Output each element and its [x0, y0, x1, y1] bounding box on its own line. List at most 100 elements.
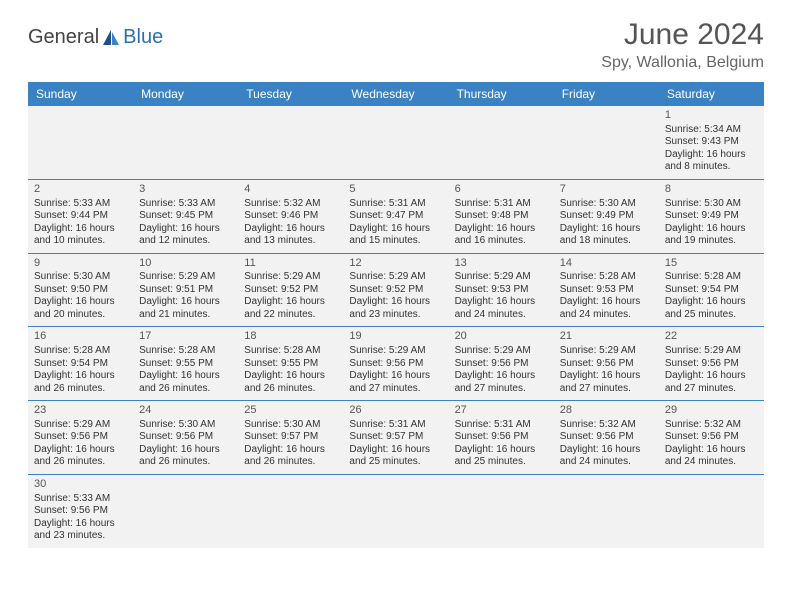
- daylight-line: Daylight: 16 hours: [665, 444, 758, 457]
- calendar-day: 11Sunrise: 5:29 AMSunset: 9:52 PMDayligh…: [238, 254, 343, 327]
- sunset-line: Sunset: 9:52 PM: [349, 284, 442, 297]
- sunrise-line: Sunrise: 5:30 AM: [560, 198, 653, 211]
- day-number: 23: [34, 404, 127, 418]
- calendar-day: 9Sunrise: 5:30 AMSunset: 9:50 PMDaylight…: [28, 254, 133, 327]
- weekday-header: Sunday Monday Tuesday Wednesday Thursday…: [28, 82, 764, 106]
- sunset-line: Sunset: 9:56 PM: [34, 505, 127, 518]
- daylight-line: Daylight: 16 hours: [139, 296, 232, 309]
- sail-icon: [101, 28, 121, 48]
- sunset-line: Sunset: 9:51 PM: [139, 284, 232, 297]
- weeks-container: 1Sunrise: 5:34 AMSunset: 9:43 PMDaylight…: [28, 106, 764, 548]
- calendar-week: 9Sunrise: 5:30 AMSunset: 9:50 PMDaylight…: [28, 254, 764, 328]
- day-number: 14: [560, 257, 653, 271]
- page-header: General Blue June 2024 Spy, Wallonia, Be…: [28, 18, 764, 72]
- day-number: 3: [139, 183, 232, 197]
- calendar-day-empty: [659, 475, 764, 548]
- calendar-day: 24Sunrise: 5:30 AMSunset: 9:56 PMDayligh…: [133, 401, 238, 474]
- sunrise-line: Sunrise: 5:33 AM: [139, 198, 232, 211]
- calendar-day: 30Sunrise: 5:33 AMSunset: 9:56 PMDayligh…: [28, 475, 133, 548]
- calendar-day: 29Sunrise: 5:32 AMSunset: 9:56 PMDayligh…: [659, 401, 764, 474]
- location-label: Spy, Wallonia, Belgium: [601, 54, 764, 72]
- calendar-day: 22Sunrise: 5:29 AMSunset: 9:56 PMDayligh…: [659, 327, 764, 400]
- daylight-line: Daylight: 16 hours: [349, 296, 442, 309]
- daylight-line: Daylight: 16 hours: [560, 223, 653, 236]
- daylight-line: Daylight: 16 hours: [455, 223, 548, 236]
- weekday-label: Wednesday: [343, 82, 448, 106]
- sunset-line: Sunset: 9:49 PM: [560, 210, 653, 223]
- sunset-line: Sunset: 9:45 PM: [139, 210, 232, 223]
- calendar-day: 28Sunrise: 5:32 AMSunset: 9:56 PMDayligh…: [554, 401, 659, 474]
- daylight-line: Daylight: 16 hours: [34, 444, 127, 457]
- sunrise-line: Sunrise: 5:32 AM: [665, 419, 758, 432]
- calendar-day-empty: [449, 106, 554, 179]
- sunset-line: Sunset: 9:56 PM: [349, 358, 442, 371]
- sunset-line: Sunset: 9:56 PM: [560, 431, 653, 444]
- calendar-day: 20Sunrise: 5:29 AMSunset: 9:56 PMDayligh…: [449, 327, 554, 400]
- calendar-day-empty: [554, 475, 659, 548]
- calendar-day-empty: [28, 106, 133, 179]
- day-number: 25: [244, 404, 337, 418]
- day-number: 18: [244, 330, 337, 344]
- daylight-line: and 27 minutes.: [665, 383, 758, 396]
- daylight-line: Daylight: 16 hours: [349, 444, 442, 457]
- calendar-day-empty: [449, 475, 554, 548]
- daylight-line: Daylight: 16 hours: [665, 149, 758, 162]
- day-number: 20: [455, 330, 548, 344]
- daylight-line: Daylight: 16 hours: [34, 296, 127, 309]
- calendar-day: 4Sunrise: 5:32 AMSunset: 9:46 PMDaylight…: [238, 180, 343, 253]
- day-number: 9: [34, 257, 127, 271]
- daylight-line: Daylight: 16 hours: [139, 444, 232, 457]
- sunrise-line: Sunrise: 5:33 AM: [34, 198, 127, 211]
- sunrise-line: Sunrise: 5:29 AM: [665, 345, 758, 358]
- day-number: 17: [139, 330, 232, 344]
- calendar-day: 5Sunrise: 5:31 AMSunset: 9:47 PMDaylight…: [343, 180, 448, 253]
- daylight-line: Daylight: 16 hours: [665, 296, 758, 309]
- calendar-day: 15Sunrise: 5:28 AMSunset: 9:54 PMDayligh…: [659, 254, 764, 327]
- calendar-day-empty: [133, 475, 238, 548]
- day-number: 4: [244, 183, 337, 197]
- weekday-label: Tuesday: [238, 82, 343, 106]
- day-number: 6: [455, 183, 548, 197]
- sunrise-line: Sunrise: 5:29 AM: [455, 271, 548, 284]
- daylight-line: and 27 minutes.: [349, 383, 442, 396]
- sunset-line: Sunset: 9:47 PM: [349, 210, 442, 223]
- sunset-line: Sunset: 9:52 PM: [244, 284, 337, 297]
- sunrise-line: Sunrise: 5:34 AM: [665, 124, 758, 137]
- daylight-line: and 23 minutes.: [34, 530, 127, 543]
- weekday-label: Sunday: [28, 82, 133, 106]
- sunrise-line: Sunrise: 5:30 AM: [34, 271, 127, 284]
- daylight-line: Daylight: 16 hours: [34, 223, 127, 236]
- calendar-week: 23Sunrise: 5:29 AMSunset: 9:56 PMDayligh…: [28, 401, 764, 475]
- daylight-line: Daylight: 16 hours: [139, 223, 232, 236]
- calendar-day: 6Sunrise: 5:31 AMSunset: 9:48 PMDaylight…: [449, 180, 554, 253]
- sunset-line: Sunset: 9:55 PM: [244, 358, 337, 371]
- day-number: 2: [34, 183, 127, 197]
- sunrise-line: Sunrise: 5:30 AM: [244, 419, 337, 432]
- calendar-day-empty: [343, 106, 448, 179]
- sunrise-line: Sunrise: 5:28 AM: [34, 345, 127, 358]
- day-number: 5: [349, 183, 442, 197]
- sunset-line: Sunset: 9:56 PM: [560, 358, 653, 371]
- sunrise-line: Sunrise: 5:29 AM: [349, 345, 442, 358]
- daylight-line: and 13 minutes.: [244, 235, 337, 248]
- sunset-line: Sunset: 9:49 PM: [665, 210, 758, 223]
- sunset-line: Sunset: 9:54 PM: [34, 358, 127, 371]
- day-number: 26: [349, 404, 442, 418]
- calendar-day: 18Sunrise: 5:28 AMSunset: 9:55 PMDayligh…: [238, 327, 343, 400]
- daylight-line: Daylight: 16 hours: [455, 370, 548, 383]
- sunrise-line: Sunrise: 5:30 AM: [665, 198, 758, 211]
- daylight-line: Daylight: 16 hours: [665, 223, 758, 236]
- day-number: 27: [455, 404, 548, 418]
- daylight-line: Daylight: 16 hours: [34, 518, 127, 531]
- daylight-line: Daylight: 16 hours: [560, 370, 653, 383]
- daylight-line: Daylight: 16 hours: [244, 444, 337, 457]
- weekday-label: Thursday: [449, 82, 554, 106]
- day-number: 1: [665, 109, 758, 123]
- weekday-label: Monday: [133, 82, 238, 106]
- sunrise-line: Sunrise: 5:28 AM: [139, 345, 232, 358]
- day-number: 13: [455, 257, 548, 271]
- calendar-day: 14Sunrise: 5:28 AMSunset: 9:53 PMDayligh…: [554, 254, 659, 327]
- calendar-day: 21Sunrise: 5:29 AMSunset: 9:56 PMDayligh…: [554, 327, 659, 400]
- day-number: 7: [560, 183, 653, 197]
- sunrise-line: Sunrise: 5:31 AM: [455, 198, 548, 211]
